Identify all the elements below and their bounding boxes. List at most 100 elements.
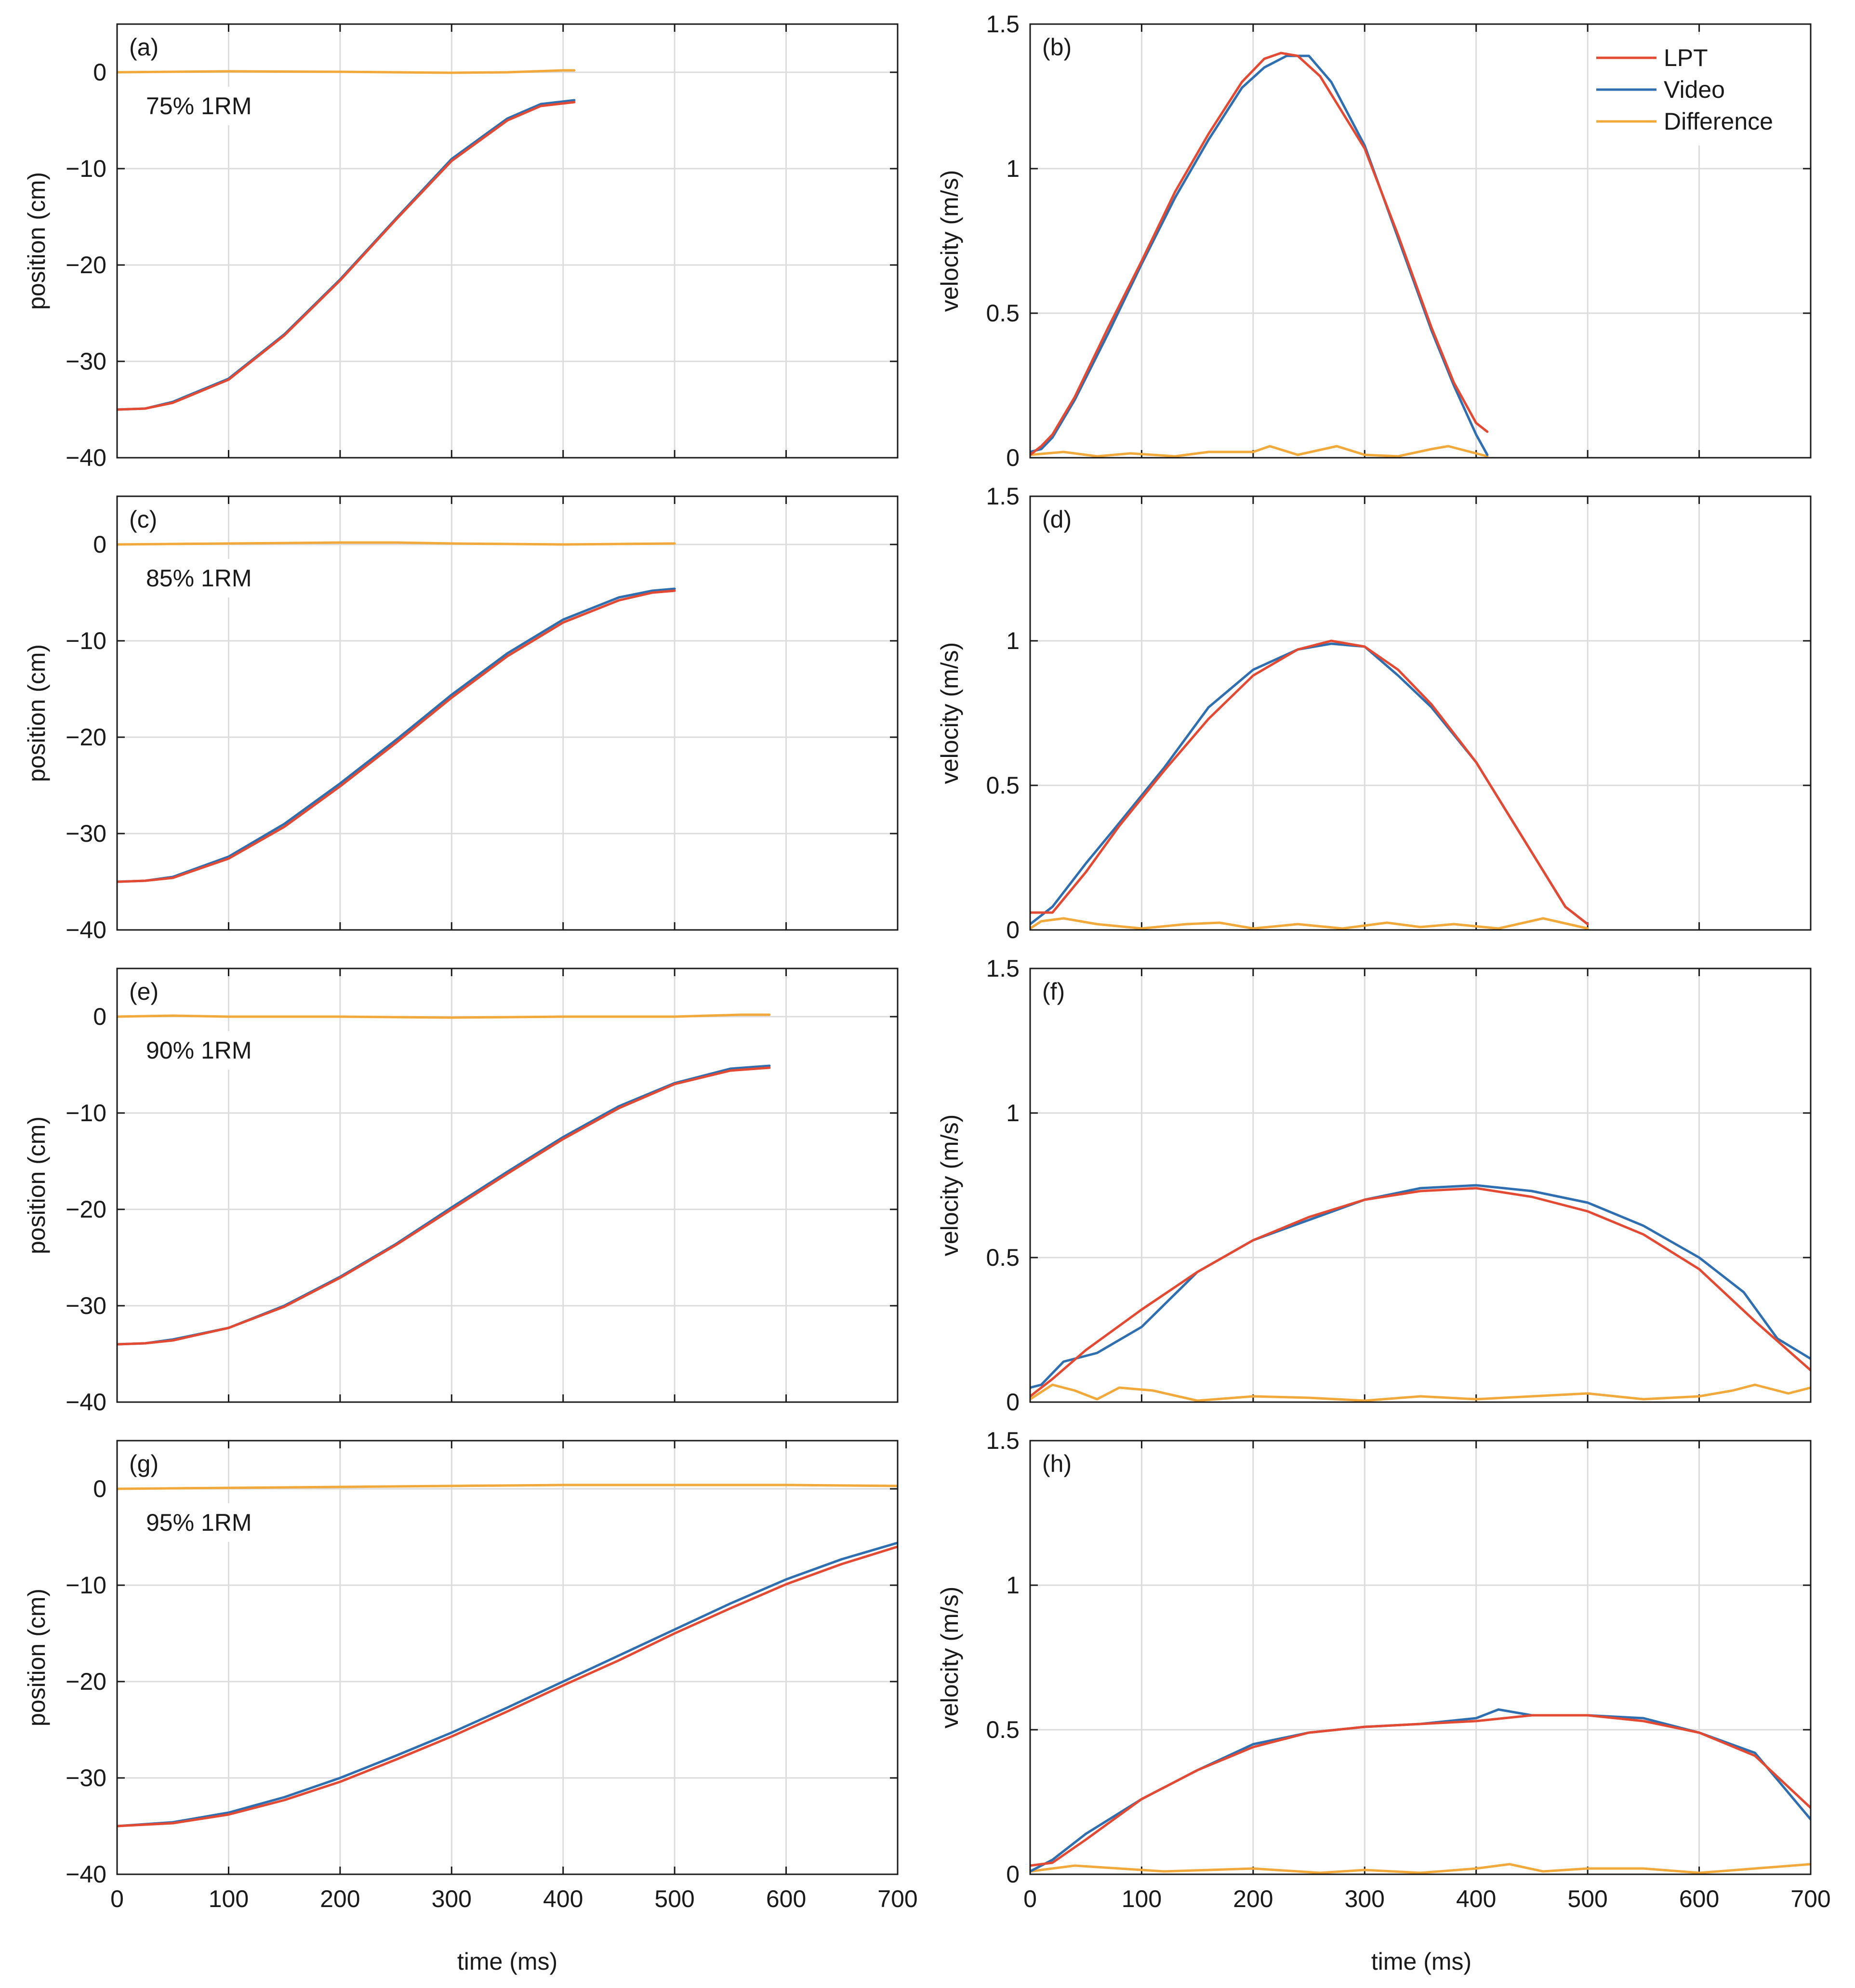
series-line-lpt [117,1545,898,1828]
y-tick-label: −10 [66,155,106,182]
y-tick-label: 0 [1006,444,1020,471]
panel-tag: (f) [1042,978,1065,1005]
x-tick-label: 600 [1679,1885,1719,1912]
y-tick-label: −20 [66,1196,106,1223]
x-tick-label: 700 [877,1885,917,1912]
panel-tag: (h) [1042,1450,1072,1477]
plot-frame [1029,23,1812,459]
y-axis-label: velocity (m/s) [936,642,963,784]
y-tick-label: −40 [66,1389,106,1416]
panel-f: 0 0.5 1 1.5 velocity (m/s) (f) [936,955,1812,1416]
panel-b: 0 0.5 1 1.5 velocity (m/s) (b) LPT Video Differe… [936,11,1812,471]
y-axis-label: velocity (m/s) [936,170,963,312]
panel-tag: (a) [129,34,159,61]
y-tick-label: −30 [66,1292,106,1319]
x-tick-label: 300 [1345,1885,1385,1912]
x-tick-label: 0 [110,1885,124,1912]
x-tick-label: 600 [766,1885,806,1912]
legend-label-difference: Difference [1664,108,1773,135]
annotation-box [136,87,271,125]
series-line-video [117,1541,898,1828]
annotation-label: 90% 1RM [146,1037,252,1064]
y-tick-label: 1.5 [986,1427,1020,1454]
x-tick-label: 100 [209,1885,249,1912]
plot-frame [116,495,899,931]
y-tick-label: −40 [66,916,106,943]
panel-d: 0 0.5 1 1.5 velocity (m/s) (d) [936,483,1812,943]
y-tick-label: 1 [1006,155,1020,182]
series-line-difference [117,1484,898,1490]
x-tick-label: 200 [1233,1885,1273,1912]
series-line-lpt [117,101,576,411]
x-tick-label: 400 [1456,1885,1496,1912]
series-line-lpt [1030,1187,1811,1398]
series-line-lpt [1030,52,1489,456]
legend-label-lpt: LPT [1664,44,1708,71]
series-line-lpt [1030,639,1589,926]
x-tick-label: 500 [654,1885,694,1912]
y-tick-label: 0 [1006,1389,1020,1416]
y-tick-label: 1.5 [986,483,1020,510]
panel-a: −40 −30 −20 −10 0 position (cm) (a) 75% 1RM [23,23,899,471]
y-tick-label: −20 [66,724,106,751]
plot-frame [116,1440,899,1875]
plot-frame [116,967,899,1403]
y-tick-label: −30 [66,348,106,375]
annotation-box [136,1031,271,1070]
panel-e: −40 −30 −20 −10 0 position (cm) (e) 90% 1RM [23,967,899,1416]
x-tick-label: 100 [1122,1885,1162,1912]
y-tick-label: 1.5 [986,11,1020,38]
x-tick-label: 700 [1790,1885,1830,1912]
y-tick-label: 1 [1006,1572,1020,1599]
y-tick-label: 0 [1006,916,1020,943]
y-tick-label: −10 [66,1100,106,1127]
panel-tag: (b) [1042,34,1072,61]
y-tick-label: 0.5 [986,300,1020,327]
series-line-lpt [117,589,676,883]
series-line-lpt [117,1066,771,1346]
y-tick-label: 0 [93,1475,106,1502]
y-tick-label: 0 [93,59,106,86]
annotation-box [136,1503,271,1542]
y-axis-label: velocity (m/s) [936,1114,963,1256]
plot-area [1030,968,1811,1402]
panel-g: 0 100 200 300 400 500 600 700 −40 −30 −20 −10 0 posit… [23,1440,918,1912]
y-tick-label: −30 [66,1764,106,1791]
x-axis-label-left: time (ms) [457,1948,557,1975]
y-tick-label: −40 [66,444,106,471]
series-line-lpt [1030,1714,1811,1867]
y-tick-label: 1.5 [986,955,1020,982]
panel-h: 0 100 200 300 400 500 600 700 0 0.5 1 1.5 velocity (… [936,1427,1831,1912]
annotation-label: 75% 1RM [146,93,252,119]
plot-frame [116,23,899,459]
x-axis-label-right: time (ms) [1371,1948,1471,1975]
y-tick-label: −20 [66,252,106,278]
y-axis-label: position (cm) [23,644,50,782]
y-tick-label: −20 [66,1668,106,1695]
y-axis-label: position (cm) [23,1116,50,1254]
x-tick-label: 400 [543,1885,583,1912]
panel-tag: (c) [129,506,157,533]
x-tick-label: 0 [1023,1885,1037,1912]
annotation-label: 95% 1RM [146,1509,252,1536]
plot-frame [1029,1440,1812,1875]
series-line-difference [117,1013,771,1019]
y-axis-label: position (cm) [23,172,50,310]
y-tick-label: 0 [93,531,106,558]
y-tick-label: 1 [1006,1100,1020,1127]
legend-label-video: Video [1664,76,1725,103]
plot-area [1030,1441,1811,1874]
y-tick-label: −10 [66,1572,106,1599]
y-tick-label: 0.5 [986,772,1020,799]
y-tick-label: 1 [1006,627,1020,654]
y-tick-label: 0 [1006,1861,1020,1888]
panel-tag: (d) [1042,506,1072,533]
y-axis-label: velocity (m/s) [936,1587,963,1728]
annotation-label: 85% 1RM [146,565,252,592]
panel-c: −40 −30 −20 −10 0 position (cm) (c) 85% 1RM [23,495,899,943]
y-tick-label: −30 [66,820,106,847]
series-line-difference [1030,917,1589,930]
y-tick-label: −10 [66,627,106,654]
series-line-video [1030,1184,1811,1389]
x-tick-label: 200 [320,1885,360,1912]
